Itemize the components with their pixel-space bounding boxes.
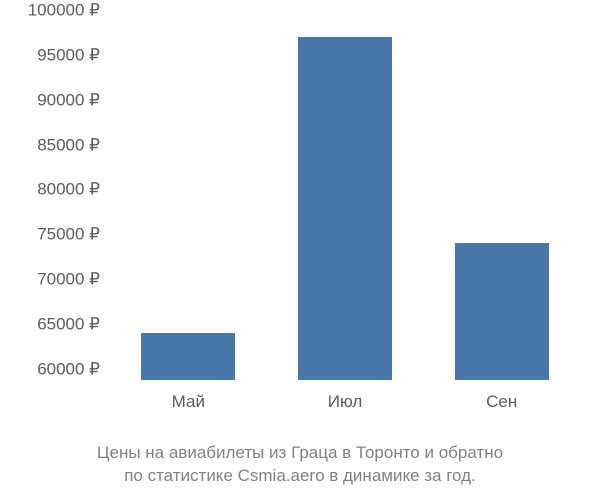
y-tick-label: 95000 ₽ (0, 46, 100, 63)
y-tick-label: 70000 ₽ (0, 271, 100, 288)
bars-container (110, 10, 580, 380)
plot-area (110, 10, 580, 380)
y-tick-label: 60000 ₽ (0, 360, 100, 377)
bar (141, 333, 235, 380)
x-tick-label: Июл (328, 392, 363, 412)
bar (298, 37, 392, 380)
y-tick-label: 75000 ₽ (0, 226, 100, 243)
y-tick-label: 85000 ₽ (0, 136, 100, 153)
bar (455, 243, 549, 380)
flight-price-chart: 60000 ₽ 65000 ₽ 70000 ₽ 75000 ₽ 80000 ₽ 85000… (0, 0, 600, 430)
y-tick-label: 80000 ₽ (0, 181, 100, 198)
y-tick-label: 100000 ₽ (0, 2, 100, 19)
y-tick-label: 65000 ₽ (0, 315, 100, 332)
y-tick-label: 90000 ₽ (0, 91, 100, 108)
caption-line-2: по статистике Csmia.aero в динамике за г… (124, 466, 476, 485)
x-tick-label: Сен (486, 392, 517, 412)
chart-caption: Цены на авиабилеты из Граца в Торонто и … (0, 442, 600, 488)
caption-line-1: Цены на авиабилеты из Граца в Торонто и … (97, 443, 503, 462)
x-tick-label: Май (172, 392, 205, 412)
